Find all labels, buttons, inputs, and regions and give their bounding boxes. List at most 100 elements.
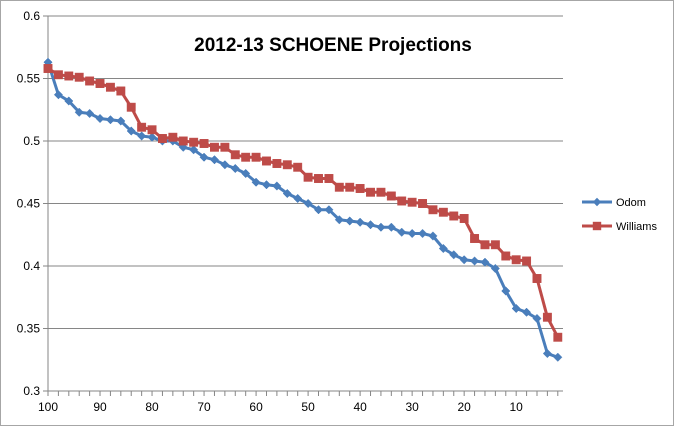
data-point-odom xyxy=(365,220,376,230)
data-point-williams xyxy=(522,256,532,266)
data-point-williams xyxy=(178,136,188,146)
data-point-williams xyxy=(137,122,147,132)
x-tick-label: 40 xyxy=(353,400,367,414)
data-point-odom xyxy=(137,131,147,141)
x-tick-label: 70 xyxy=(197,400,211,414)
legend-label: Williams xyxy=(616,221,657,233)
data-point-odom xyxy=(417,228,428,239)
data-point-williams xyxy=(95,79,105,88)
data-point-williams xyxy=(105,82,115,92)
data-point-williams xyxy=(397,196,407,206)
data-point-odom xyxy=(511,303,521,314)
series-line-williams xyxy=(46,67,560,339)
data-point-williams xyxy=(282,160,292,170)
data-point-odom xyxy=(126,126,136,136)
data-point-williams xyxy=(532,274,542,283)
data-point-williams xyxy=(366,187,375,197)
data-point-odom xyxy=(64,96,74,106)
data-point-williams xyxy=(157,134,167,143)
data-point-williams xyxy=(376,187,386,197)
data-point-williams xyxy=(470,234,480,243)
data-point-williams xyxy=(43,64,53,73)
x-tick-label: 90 xyxy=(93,400,107,414)
x-tick-label: 60 xyxy=(249,400,263,414)
data-point-williams xyxy=(334,182,344,192)
data-point-odom xyxy=(199,152,209,162)
data-point-odom xyxy=(313,205,324,215)
data-point-odom xyxy=(470,256,480,266)
gridlines xyxy=(48,15,563,392)
x-tick-label: 20 xyxy=(457,400,471,414)
data-point-williams xyxy=(210,142,219,152)
data-point-odom xyxy=(220,160,230,170)
data-point-williams xyxy=(74,72,84,82)
data-point-williams xyxy=(64,71,74,81)
data-point-williams xyxy=(126,102,136,112)
data-point-williams xyxy=(116,86,126,96)
data-point-williams xyxy=(241,152,251,162)
data-point-williams xyxy=(480,240,490,250)
legend: Odom Williams xyxy=(582,197,657,233)
data-point-williams xyxy=(189,137,199,147)
data-point-williams xyxy=(147,125,157,135)
data-point-odom xyxy=(334,215,344,225)
data-point-odom xyxy=(345,216,355,226)
data-point-odom xyxy=(355,217,365,227)
x-tick-label: 100 xyxy=(38,400,58,414)
data-point-odom xyxy=(480,257,490,267)
data-point-williams xyxy=(553,332,563,342)
data-point-odom xyxy=(105,115,115,125)
legend-label: Odom xyxy=(616,197,646,209)
x-tick-label: 80 xyxy=(145,400,159,414)
legend-item-odom: Odom xyxy=(582,197,646,209)
series-odom xyxy=(43,57,563,362)
data-point-odom xyxy=(303,198,313,209)
series-williams xyxy=(43,64,563,342)
data-point-odom xyxy=(459,255,469,265)
data-point-odom xyxy=(261,180,272,190)
series-layer xyxy=(43,57,563,362)
data-point-williams xyxy=(168,132,178,142)
data-point-williams xyxy=(490,240,500,250)
data-point-odom xyxy=(386,222,396,232)
data-point-williams xyxy=(459,214,469,223)
data-point-williams xyxy=(345,182,355,192)
data-point-odom xyxy=(407,228,417,239)
data-point-odom xyxy=(116,116,126,126)
data-point-odom xyxy=(230,163,240,174)
legend-item-williams: Williams xyxy=(582,221,657,233)
data-point-williams xyxy=(428,205,438,215)
data-point-odom xyxy=(209,155,220,165)
x-tick-label: 10 xyxy=(510,400,524,414)
data-point-odom xyxy=(376,222,386,232)
y-tick-label: 0.4 xyxy=(23,259,40,273)
data-point-williams xyxy=(386,191,396,201)
x-tick-label: 30 xyxy=(405,400,419,414)
data-point-williams xyxy=(324,174,334,183)
y-tick-label: 0.55 xyxy=(17,72,41,86)
data-point-odom xyxy=(428,231,438,241)
data-point-odom xyxy=(293,193,303,204)
data-point-odom xyxy=(251,177,261,187)
data-point-williams xyxy=(501,251,511,261)
y-tick-label: 0.3 xyxy=(23,384,40,398)
y-tick-label: 0.35 xyxy=(17,322,41,336)
legend-marker-diamond xyxy=(592,197,602,207)
data-point-odom xyxy=(53,90,63,100)
data-point-williams xyxy=(262,156,271,166)
data-point-williams xyxy=(449,211,459,221)
data-point-williams xyxy=(438,207,448,217)
data-point-odom xyxy=(501,286,511,296)
axes: 0.3 0.35 0.4 0.45 0.5 0.55 0.6 100 90 80 70 60 50 40 3… xyxy=(17,9,563,414)
y-tick-label: 0.45 xyxy=(17,197,41,211)
data-point-williams xyxy=(251,152,261,162)
data-point-williams xyxy=(407,197,417,207)
chart-title: 2012-13 SCHOENE Projections xyxy=(194,35,472,56)
data-point-odom xyxy=(438,243,448,254)
data-point-odom xyxy=(272,181,282,191)
data-point-williams xyxy=(230,150,240,160)
data-point-odom xyxy=(542,348,552,359)
series-line-odom xyxy=(46,60,560,359)
data-point-odom xyxy=(241,168,251,179)
